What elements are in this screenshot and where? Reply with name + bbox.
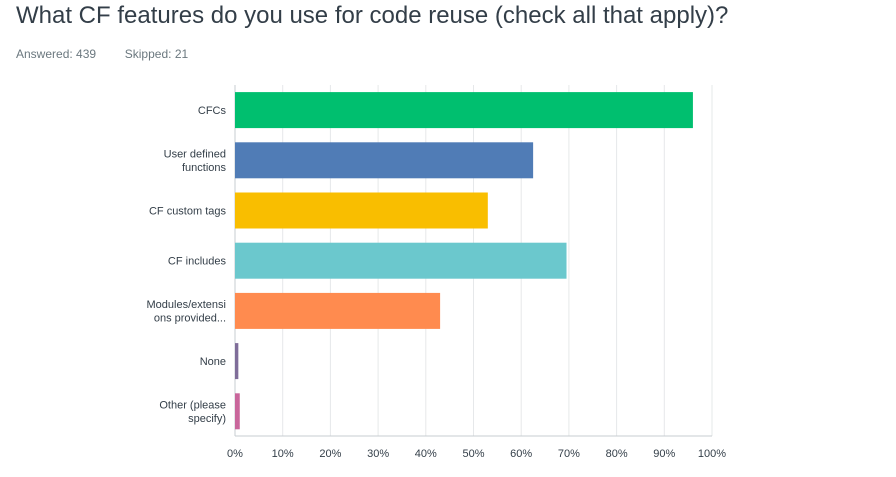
category-label: Modules/extensi xyxy=(147,299,227,311)
x-tick-label: 30% xyxy=(367,448,389,460)
bar xyxy=(235,92,693,129)
x-tick-label: 90% xyxy=(653,448,675,460)
answered-label: Answered: xyxy=(16,47,73,61)
bar xyxy=(235,343,239,380)
bar xyxy=(235,242,567,279)
x-tick-label: 60% xyxy=(510,448,532,460)
category-label: CFCs xyxy=(198,105,227,117)
x-tick-label: 100% xyxy=(698,448,726,460)
x-tick-label: 80% xyxy=(606,448,628,460)
category-label: functions xyxy=(182,162,227,174)
category-label: None xyxy=(200,356,226,368)
question-title: What CF features do you use for code reu… xyxy=(16,2,729,29)
bar xyxy=(235,142,534,179)
category-label: Other (please xyxy=(159,400,226,412)
x-tick-label: 10% xyxy=(272,448,294,460)
bar xyxy=(235,192,488,229)
x-tick-label: 70% xyxy=(558,448,580,460)
category-label: CF custom tags xyxy=(149,206,227,218)
category-label: specify) xyxy=(188,413,226,425)
category-label: CF includes xyxy=(168,256,227,268)
category-label: ons provided... xyxy=(154,313,226,325)
x-tick-label: 50% xyxy=(462,448,484,460)
x-tick-label: 20% xyxy=(319,448,341,460)
bar xyxy=(235,292,441,329)
skipped-count: 21 xyxy=(174,47,189,61)
bar xyxy=(235,393,240,430)
x-tick-label: 0% xyxy=(227,448,243,460)
x-tick-label: 40% xyxy=(415,448,437,460)
category-label: User defined xyxy=(164,149,226,161)
answered-count: 439 xyxy=(76,47,97,61)
response-stats: Answered: 439 Skipped: 21 xyxy=(16,47,188,61)
skipped-label: Skipped: xyxy=(124,47,172,61)
